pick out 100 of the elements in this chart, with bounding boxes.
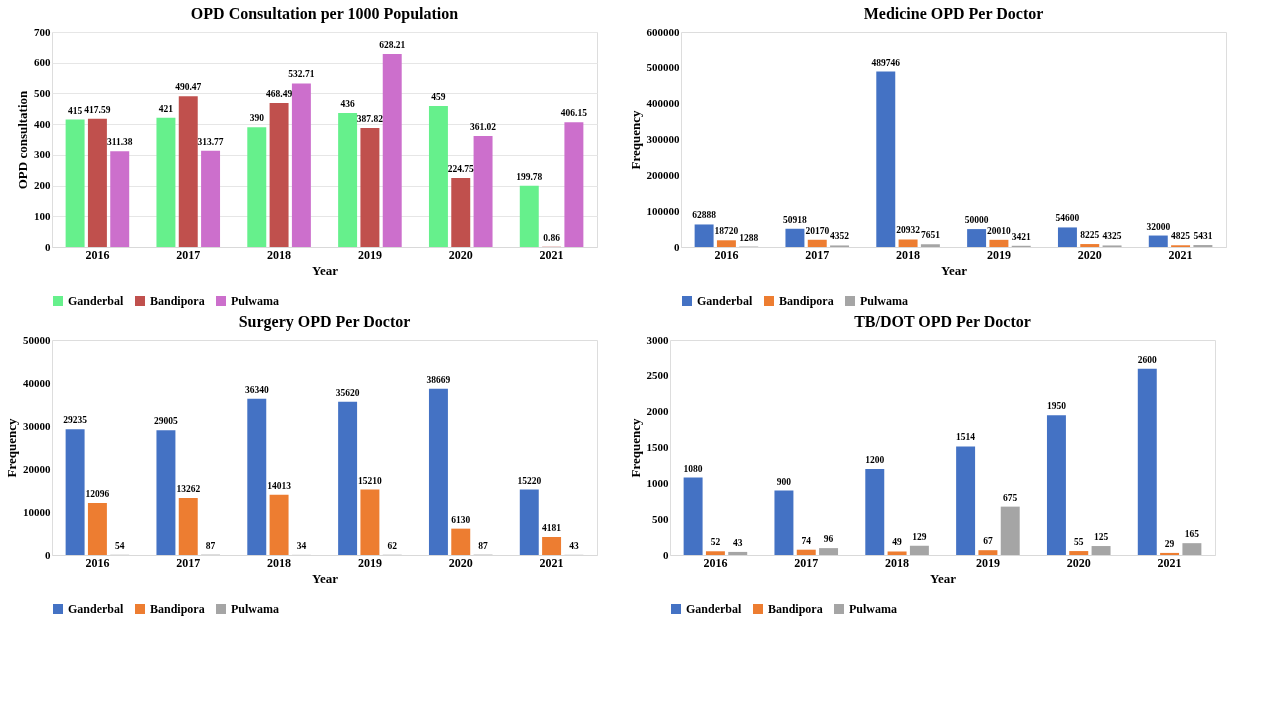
data-label: 52 [710,537,721,548]
bar [269,494,289,555]
x-tick-label: 2017 [176,555,201,570]
data-label: 2600 [1137,354,1158,365]
y-tick-label: 40000 [23,376,51,389]
y-tick-label: 500 [652,512,669,525]
bar [876,71,896,247]
data-label: 50000 [964,215,989,226]
bar [451,528,471,555]
x-tick-label: 2020 [448,555,473,570]
data-label: 20010 [987,225,1012,236]
y-axis-title: OPD consultation [15,89,30,190]
data-label: 96 [823,534,834,545]
data-label: 1514 [956,432,976,443]
bar [956,446,976,555]
x-tick-label: 2020 [1066,555,1091,570]
bar [728,551,748,555]
x-axis-title: Year [312,262,339,278]
data-label: 20932 [896,225,921,236]
bar [1080,244,1100,247]
data-label: 4825 [1171,231,1191,242]
y-axis-title: Frequency [4,418,19,478]
bar [360,127,380,247]
bar [1069,551,1089,555]
data-label: 490.47 [175,82,202,93]
y-tick-label: 300 [34,148,51,161]
data-label: 4181 [542,523,562,534]
y-tick-label: 500000 [646,61,680,74]
bar [156,430,176,555]
bar [694,224,714,247]
data-label: 421 [158,103,174,114]
data-label: 54600 [1055,213,1080,224]
data-label: 20170 [805,225,830,236]
bar [920,244,940,247]
bar [360,489,380,555]
legend-label: Pulwama [849,602,897,616]
bar [1137,368,1157,555]
bar [819,548,839,555]
data-label: 406.15 [560,108,588,119]
data-label: 18720 [714,226,739,237]
data-label: 900 [776,476,792,487]
data-label: 54 [114,540,125,551]
data-label: 43 [569,540,579,551]
bar [247,127,267,247]
data-label: 313.77 [197,136,224,147]
data-label: 1200 [865,455,885,465]
bar [451,177,471,247]
bar [428,388,448,555]
bar [87,502,107,555]
y-tick-label: 30000 [23,419,51,432]
x-tick-label: 2020 [1077,247,1102,262]
x-tick-label: 2017 [176,247,201,262]
y-tick-label: 600000 [646,25,680,38]
x-tick-label: 2021 [1157,555,1182,570]
data-label: 125 [1093,532,1109,543]
legend-label: Pulwama [231,602,279,616]
data-label: 129 [912,531,927,542]
bar [201,150,221,247]
y-tick-label: 2500 [646,369,669,382]
data-label: 29235 [63,415,88,426]
data-label: 67 [983,536,993,547]
data-label: 8225 [1080,230,1100,241]
data-label: 532.71 [288,69,315,80]
data-label: 459 [431,92,446,103]
data-label: 468.49 [266,89,293,100]
y-axis-title: Frequency [627,418,643,478]
bar [898,239,918,247]
y-tick-label: 50000 [23,333,51,346]
bar [65,119,85,247]
bar [683,477,703,555]
bar [785,228,805,247]
data-label: 38669 [426,374,451,385]
y-tick-label: 1000 [646,476,669,489]
legend-label: Bandipora [150,602,205,616]
x-tick-label: 2019 [975,555,1000,570]
x-tick-label: 2019 [357,555,382,570]
legend-label: Pulwama [860,294,908,308]
bar [1000,506,1020,555]
data-label: 34 [296,540,307,551]
bar [1182,543,1202,555]
y-tick-label: 0 [45,548,51,561]
bar [716,240,736,247]
bar [978,550,998,555]
y-tick-label: 100 [34,209,51,222]
legend-label: Bandipora [779,294,834,308]
x-tick-label: 2019 [986,247,1011,262]
bar [178,96,198,247]
data-label: 628.21 [379,40,406,51]
legend-label: Ganderbal [68,602,125,616]
bar [291,83,311,247]
bar [269,103,289,247]
data-label: 35620 [335,387,360,398]
x-tick-label: 2020 [448,247,473,262]
data-label: 675 [1003,492,1018,503]
data-label: 390 [249,113,265,124]
bar [178,497,198,555]
data-label: 436 [340,99,355,110]
data-label: 7651 [920,230,941,241]
y-tick-label: 600 [34,56,51,69]
legend-label: Ganderbal [697,294,754,308]
